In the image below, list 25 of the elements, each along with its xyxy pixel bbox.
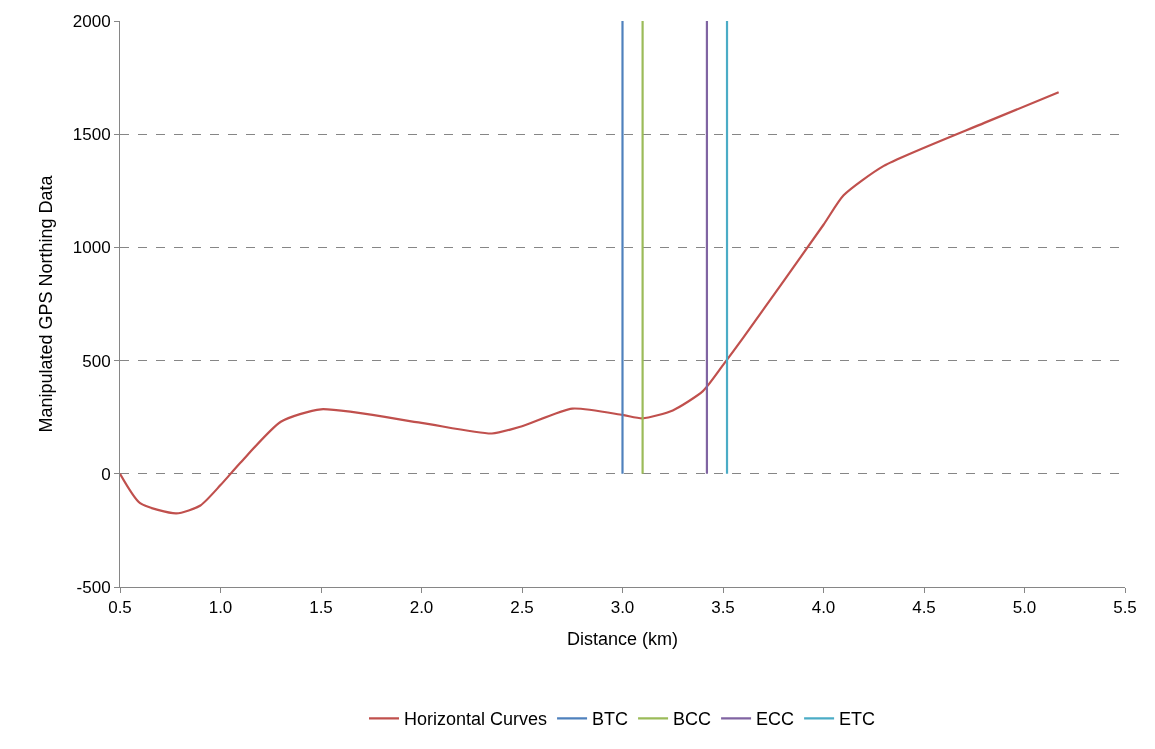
legend-label: ETC <box>839 709 876 730</box>
legend-label: BTC <box>592 709 629 730</box>
legend-label: BCC <box>673 709 712 730</box>
y-tick-label: -500 <box>76 577 111 597</box>
y-tick-label: 0 <box>101 464 111 484</box>
x-tick-label: 3.0 <box>610 598 635 618</box>
x-tick-label: 0.5 <box>108 598 132 618</box>
x-tick-label: 2.5 <box>510 598 534 618</box>
y-tick-label: 500 <box>82 351 111 371</box>
y-tick-label: 2000 <box>72 11 111 31</box>
x-tick-label: 1.0 <box>208 598 233 618</box>
x-tick-label: 5.5 <box>1113 598 1137 618</box>
legend-label: Horizontal Curves <box>404 709 548 730</box>
x-tick-label: 4.5 <box>912 598 936 618</box>
y-tick-label: 1000 <box>72 238 111 258</box>
x-axis-title: Distance (km) <box>566 628 679 649</box>
legend-label: ECC <box>756 709 795 730</box>
x-tick-label: 3.5 <box>711 598 735 618</box>
x-tick-label: 5.0 <box>1012 598 1037 618</box>
x-tick-label: 2.0 <box>409 598 434 618</box>
y-tick-label: 1500 <box>72 125 111 145</box>
y-axis-title: Manipulated GPS Northing Data <box>35 174 56 433</box>
x-tick-label: 1.5 <box>309 598 333 618</box>
x-tick-label: 4.0 <box>811 598 836 618</box>
line-series <box>120 91 1060 515</box>
